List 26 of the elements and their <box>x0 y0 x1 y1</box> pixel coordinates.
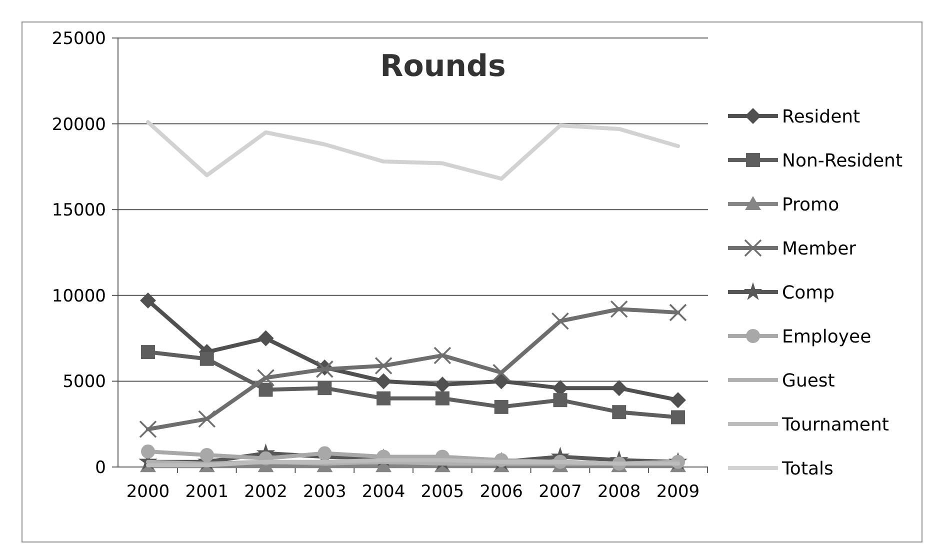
x-tick-label: 2008 <box>597 482 641 502</box>
legend-label: Tournament <box>781 414 889 436</box>
legend-label: Employee <box>782 326 872 348</box>
y-tick-label: 0 <box>95 458 106 478</box>
x-tick-label: 2007 <box>538 482 582 502</box>
chart-title: Rounds <box>380 49 506 84</box>
legend-label: Member <box>782 238 857 260</box>
y-tick-label: 25000 <box>52 28 106 49</box>
x-tick-label: 2004 <box>362 482 406 502</box>
y-tick-label: 15000 <box>52 200 106 221</box>
x-tick-label: 2005 <box>420 482 464 502</box>
x-tick-label: 2002 <box>244 482 288 502</box>
legend-label: Guest <box>782 370 835 392</box>
x-tick-label: 2000 <box>126 482 170 502</box>
x-tick-label: 2009 <box>656 482 700 502</box>
y-tick-label: 20000 <box>52 114 106 135</box>
x-tick-label: 2001 <box>185 482 229 502</box>
y-tick-label: 5000 <box>62 372 106 392</box>
legend-label: Promo <box>782 194 840 216</box>
x-tick-label: 2003 <box>303 482 346 502</box>
x-tick-label: 2006 <box>480 482 523 502</box>
y-tick-label: 10000 <box>52 286 106 306</box>
legend-label: Non-Resident <box>782 150 902 172</box>
legend-label: Comp <box>782 282 835 304</box>
legend-label: Resident <box>782 106 860 128</box>
legend-label: Totals <box>781 458 834 480</box>
